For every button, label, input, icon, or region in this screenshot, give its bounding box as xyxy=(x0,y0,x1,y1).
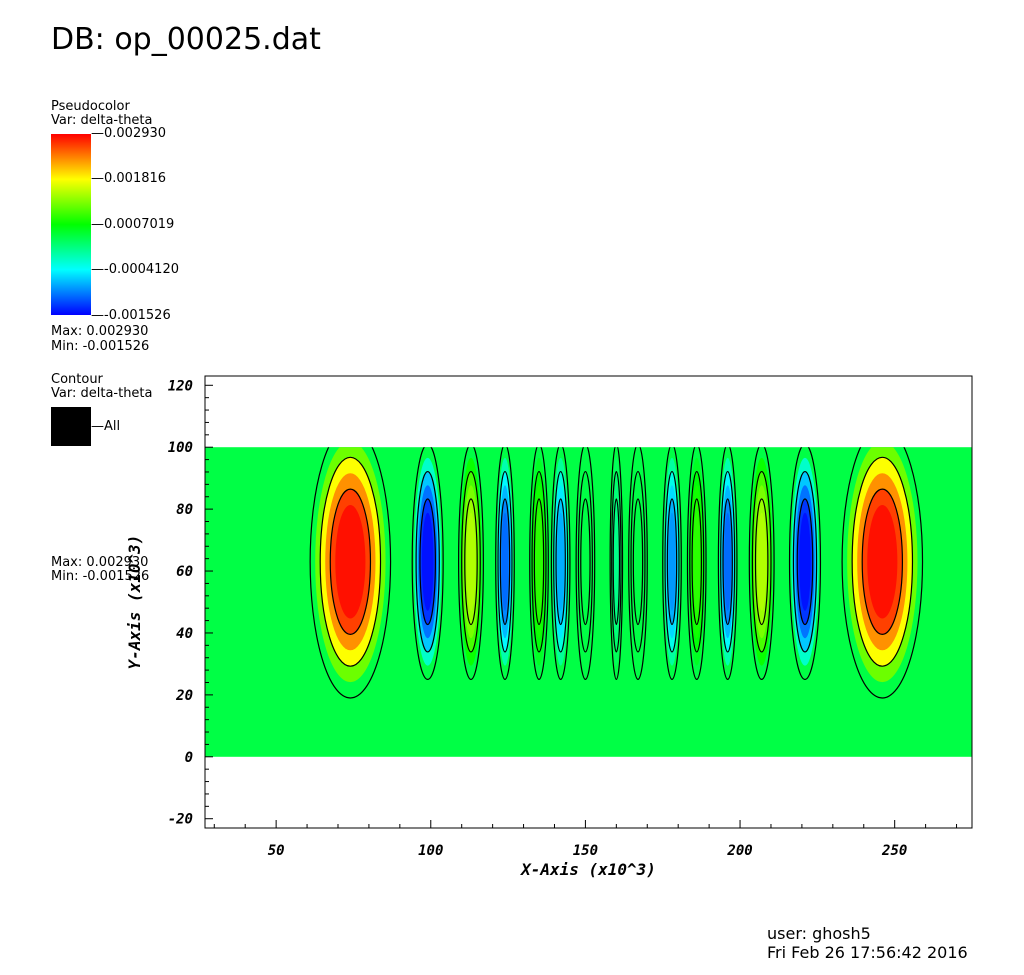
x-tick-label: 150 xyxy=(573,843,598,859)
plot-frame xyxy=(204,375,973,829)
footer-date: Fri Feb 26 17:56:42 2016 xyxy=(767,943,968,962)
contour-min: Min: -0.001526 xyxy=(51,569,150,584)
y-tick-label: 120 xyxy=(168,378,193,394)
colorbar-tick-label: —-0.0004120 xyxy=(91,262,179,277)
contour-swatch xyxy=(51,407,91,446)
pseudocolor-max: Max: 0.002930 xyxy=(51,324,149,339)
heatmap-cell xyxy=(614,512,619,611)
heatmap-cells xyxy=(309,447,924,699)
heatmap-cell xyxy=(335,504,366,619)
heatmap-cell xyxy=(501,512,509,611)
heatmap-cell xyxy=(581,512,589,611)
heatmap-cell xyxy=(757,512,767,611)
x-tick-label: 250 xyxy=(881,843,907,859)
y-tick-label: 60 xyxy=(176,564,193,580)
heatmap-cell xyxy=(557,512,565,611)
database-title: DB: op_00025.dat xyxy=(51,22,321,57)
heatmap-cell xyxy=(535,512,543,611)
colorbar-tick-label: —0.002930 xyxy=(91,126,167,141)
y-tick-label: 40 xyxy=(176,626,193,642)
heatmap-cell xyxy=(693,512,701,611)
contour-heading: Contour xyxy=(51,372,103,387)
contour-swatch-label: —All xyxy=(91,419,121,434)
footer-user: user: ghosh5 xyxy=(767,924,871,943)
pseudocolor-variable: Var: delta-theta xyxy=(51,113,153,128)
x-tick-label: 100 xyxy=(418,843,443,859)
heatmap-cell xyxy=(421,512,434,611)
colorbar-tick-label: —0.001816 xyxy=(91,171,167,186)
colorbar-tick-label: —-0.001526 xyxy=(91,308,171,323)
heatmap-cell xyxy=(466,512,476,611)
pseudocolor-min: Min: -0.001526 xyxy=(51,339,150,354)
x-axis-title: X-Axis (x10^3) xyxy=(519,860,656,879)
heatmap-cell xyxy=(799,512,811,611)
x-tick-label: 200 xyxy=(726,843,752,859)
y-tick-label: 20 xyxy=(175,688,193,704)
heatmap-cell xyxy=(867,504,898,619)
colorbar-tick-label: —0.0007019 xyxy=(91,217,175,232)
heatmap-cell xyxy=(634,512,642,611)
y-tick-label: 100 xyxy=(168,440,193,456)
y-axis-title: Y-Axis (x10^3) xyxy=(125,535,144,670)
pseudocolor-heading: Pseudocolor xyxy=(51,99,130,114)
pseudocolor-colorbar xyxy=(51,134,91,315)
contour-max: Max: 0.002930 xyxy=(51,555,149,570)
x-tick-label: 50 xyxy=(268,843,285,859)
y-tick-label: 0 xyxy=(185,750,193,766)
heatmap-cell xyxy=(668,512,676,611)
y-tick-label: -20 xyxy=(168,812,193,828)
heatmap-cell xyxy=(724,512,732,611)
contour-variable: Var: delta-theta xyxy=(51,386,153,401)
y-tick-label: 80 xyxy=(176,502,193,518)
